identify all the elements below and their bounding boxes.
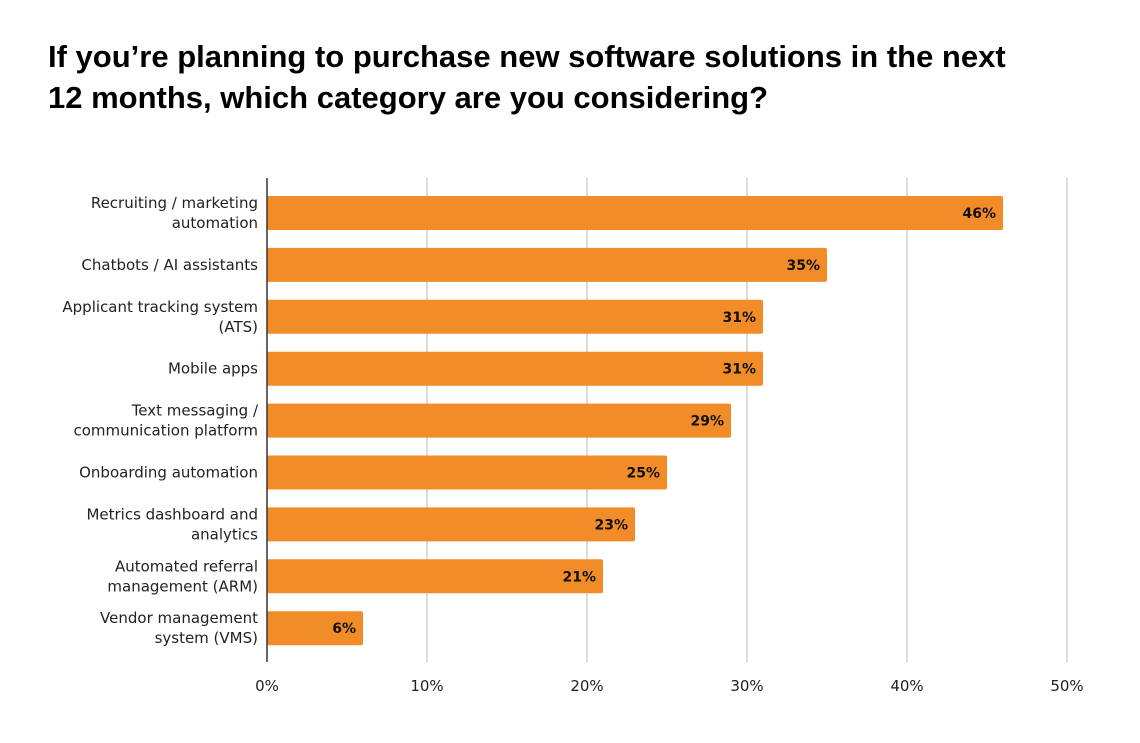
bar: [267, 559, 603, 594]
category-label: Text messaging / communication platform: [73, 402, 258, 440]
category-label-line: Mobile apps: [168, 360, 258, 378]
category-label-line: Onboarding automation: [79, 464, 258, 482]
bar-value-label: 46%: [962, 206, 996, 222]
x-tick-label: 20%: [570, 677, 603, 695]
category-label: Onboarding automation: [79, 464, 258, 482]
category-label: Chatbots / AI assistants: [81, 256, 258, 274]
bar: [267, 455, 667, 490]
bar-value-label: 25%: [626, 466, 660, 482]
category-label-line: automation: [172, 214, 258, 232]
bar-value-label: 6%: [332, 621, 356, 637]
bars: 46% 35% 31% 31% 29% 25% 23% 21% 6%: [267, 196, 1003, 646]
bar: [267, 403, 731, 438]
bar-value-label: 31%: [722, 310, 756, 326]
category-label-line: Text messaging /: [131, 402, 259, 420]
category-label-line: Chatbots / AI assistants: [81, 256, 258, 274]
bar: [267, 299, 763, 334]
bar-value-label: 29%: [690, 414, 724, 430]
chart-title: If you’re planning to purchase new softw…: [48, 36, 1118, 118]
bar: [267, 507, 635, 542]
category-label: Recruiting / marketing automation: [91, 194, 258, 232]
x-tick-label: 0%: [255, 677, 279, 695]
category-label-line: Automated referral: [115, 557, 258, 575]
category-label: Mobile apps: [168, 360, 258, 378]
x-tick-label: 10%: [410, 677, 443, 695]
category-label: Metrics dashboard and analytics: [86, 505, 258, 543]
category-labels: Recruiting / marketing automation Chatbots…: [62, 194, 259, 647]
category-label-line: communication platform: [73, 422, 258, 440]
x-axis-tick-labels: 0% 10% 20% 30% 40% 50%: [255, 677, 1084, 695]
chart-title-line-1: If you’re planning to purchase new softw…: [48, 39, 1006, 74]
category-label-line: analytics: [191, 525, 258, 543]
category-label-line: Metrics dashboard and: [86, 505, 258, 523]
category-label-line: (ATS): [219, 318, 259, 336]
category-label-line: system (VMS): [155, 629, 258, 647]
bar: [267, 611, 363, 646]
category-label-line: management (ARM): [107, 577, 258, 595]
x-tick-label: 30%: [730, 677, 763, 695]
category-label-line: Applicant tracking system: [62, 298, 258, 316]
category-label: Automated referral management (ARM): [107, 557, 258, 595]
chart-title-line-2: 12 months, which category are you consid…: [48, 80, 769, 115]
x-tick-label: 50%: [1050, 677, 1083, 695]
category-label: Applicant tracking system (ATS): [62, 298, 258, 336]
bar: [267, 351, 763, 386]
bar: [267, 247, 827, 282]
bar-value-label: 31%: [722, 362, 756, 378]
bar: [267, 196, 1003, 230]
category-label: Vendor management system (VMS): [100, 609, 258, 647]
x-tick-label: 40%: [890, 677, 923, 695]
category-label-line: Recruiting / marketing: [91, 194, 258, 212]
bar-value-label: 35%: [786, 258, 820, 274]
category-label-line: Vendor management: [100, 609, 258, 627]
bar-value-label: 23%: [594, 517, 628, 533]
bar-value-label: 21%: [562, 569, 596, 585]
